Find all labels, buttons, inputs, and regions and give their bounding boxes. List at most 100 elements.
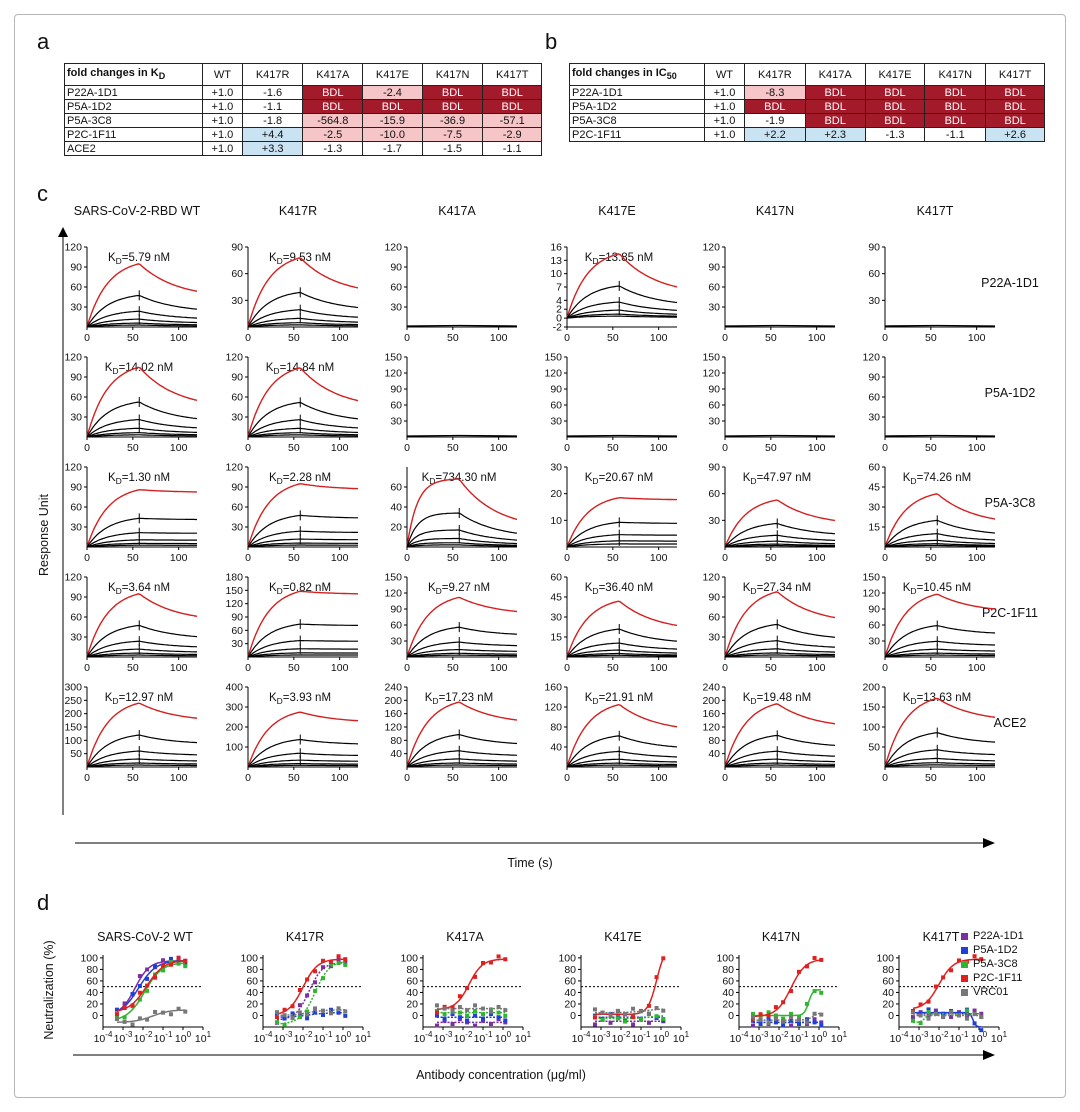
table-a-row: P5A-3C8 +1.0 -1.8 -564.8 -15.9 -36.9 -57.1: [64, 113, 542, 128]
data-point-vrc01: [766, 1021, 771, 1026]
data-point-p5a-3c8: [496, 1010, 501, 1015]
x-tick-label: 100: [650, 442, 668, 454]
spr-row-label: P2C-1F11: [982, 606, 1038, 620]
x-tick-label: 100: [495, 1030, 512, 1045]
data-point-p2c-1f11: [812, 955, 817, 960]
table-b-cell: BDL: [804, 99, 866, 114]
data-point-p5a-1d2: [305, 1016, 310, 1021]
data-point-p5a-1d2: [336, 1010, 341, 1015]
data-point-p5a-3c8: [488, 1007, 493, 1012]
fit-curve: [247, 590, 358, 658]
y-tick-label: 0: [252, 1010, 258, 1022]
sensorgram-plot: 30 60 90 120 0 50 100: [702, 242, 836, 344]
y-tick-label: 30: [708, 302, 720, 314]
y-tick-label: 160: [384, 708, 402, 720]
data-point-vrc01: [819, 1012, 824, 1017]
x-tick-label: 0: [245, 772, 251, 784]
fit-curve-p22a-1d1: [276, 962, 345, 1021]
data-point-p5a-3c8: [321, 976, 325, 981]
y-tick-label: 60: [564, 975, 576, 987]
y-tick-label: 120: [384, 588, 402, 600]
x-tick-label: 100: [331, 772, 349, 784]
response-curve: [86, 434, 198, 438]
data-point-vrc01: [130, 1022, 135, 1027]
legend-swatch: [961, 988, 968, 996]
sensorgram-plot: 30 60 90 120 0 50 100 KD=14.84 nM: [225, 352, 359, 454]
y-tick-label: 100: [240, 952, 258, 964]
response-curve: [884, 519, 996, 548]
data-point-p5a-3c8: [122, 1015, 127, 1020]
table-b-row-label: P2C-1F11: [569, 127, 705, 142]
x-tick-label: 0: [84, 442, 90, 454]
x-tick-label: 100: [971, 1030, 988, 1045]
x-tick-label: 0: [882, 662, 888, 674]
response-curve: [86, 762, 198, 768]
y-tick-label: 120: [862, 352, 880, 364]
data-point-p2c-1f11: [168, 962, 173, 967]
kd-label: KD=3.93 nM: [269, 692, 331, 706]
fit-curve: [566, 600, 678, 658]
data-point-vrc01: [122, 1019, 127, 1024]
data-point-vrc01: [321, 1008, 325, 1013]
data-point-p2c-1f11: [137, 990, 142, 995]
table-a-col-header: WT: [202, 63, 243, 86]
kd-fold-change-table: fold changes in KD WT K417R K417A K417E …: [64, 63, 542, 156]
response-curve: [247, 427, 359, 438]
response-curve: [86, 654, 197, 658]
y-tick-label: 60: [868, 392, 880, 404]
data-point-vrc01: [781, 1019, 786, 1024]
fit-curve: [247, 367, 359, 438]
x-tick-label: 50: [288, 442, 300, 454]
y-tick-label: 0: [412, 1010, 418, 1022]
table-a-cell: -564.8: [302, 113, 364, 128]
response-curve: [724, 623, 836, 658]
y-tick-label: 0: [92, 1010, 98, 1022]
x-tick-label: 50: [127, 662, 139, 674]
data-point-vrc01: [328, 1011, 333, 1016]
y-tick-label: 20: [390, 522, 402, 534]
x-tick-label: 10-4: [890, 1030, 909, 1045]
data-point-p5a-3c8: [766, 1010, 771, 1015]
data-point-vrc01: [608, 1013, 613, 1018]
y-tick-label: 150: [544, 352, 562, 364]
data-point-vrc01: [972, 1011, 977, 1016]
response-curve: [406, 512, 518, 548]
fit-curve-vrc01: [277, 1009, 345, 1017]
data-point-p22a-1d1: [321, 965, 325, 970]
y-tick-label: 40: [246, 987, 258, 999]
data-point-vrc01: [615, 1008, 620, 1013]
y-tick-label: 40: [406, 987, 418, 999]
x-tick-label: 0: [722, 662, 728, 674]
data-point-p5a-3c8: [274, 1020, 279, 1025]
response-curve: [884, 652, 995, 658]
data-point-p5a-3c8: [600, 1017, 605, 1022]
data-point-vrc01: [623, 1011, 628, 1016]
table-a-cell: -2.4: [362, 85, 423, 100]
y-tick-label: 30: [231, 412, 243, 424]
baseline-trace: [884, 324, 996, 327]
data-point-p2c-1f11: [926, 999, 931, 1004]
data-point-p22a-1d1: [297, 1003, 302, 1008]
data-point-p5a-3c8: [773, 1013, 778, 1018]
table-b-cell: BDL: [924, 113, 987, 128]
response-curve: [566, 543, 677, 548]
y-tick-label: 30: [70, 412, 82, 424]
spr-sensorgram-grid: SARS-CoV-2-RBD WT K417R K417A K417E K417N K41…: [37, 204, 1039, 870]
data-point-vrc01: [600, 1010, 605, 1015]
y-tick-label: 90: [231, 482, 243, 494]
data-point-vrc01: [758, 1018, 763, 1023]
response-curve: [406, 750, 518, 768]
data-point-p2c-1f11: [789, 989, 794, 994]
data-point-p22a-1d1: [145, 967, 150, 972]
data-point-p5a-3c8: [819, 990, 824, 995]
x-tick-label: 10-4: [572, 1030, 591, 1045]
table-a-cell: -10.0: [362, 127, 423, 142]
data-point-vrc01: [812, 1011, 817, 1016]
fit-curve-vrc01: [753, 1012, 822, 1021]
data-point-p2c-1f11: [328, 959, 333, 964]
response-curve: [247, 759, 358, 768]
y-tick-label: 60: [70, 282, 82, 294]
fit-curve: [884, 697, 996, 768]
table-b-cell: BDL: [864, 99, 926, 114]
y-tick-label: 10: [550, 515, 562, 527]
